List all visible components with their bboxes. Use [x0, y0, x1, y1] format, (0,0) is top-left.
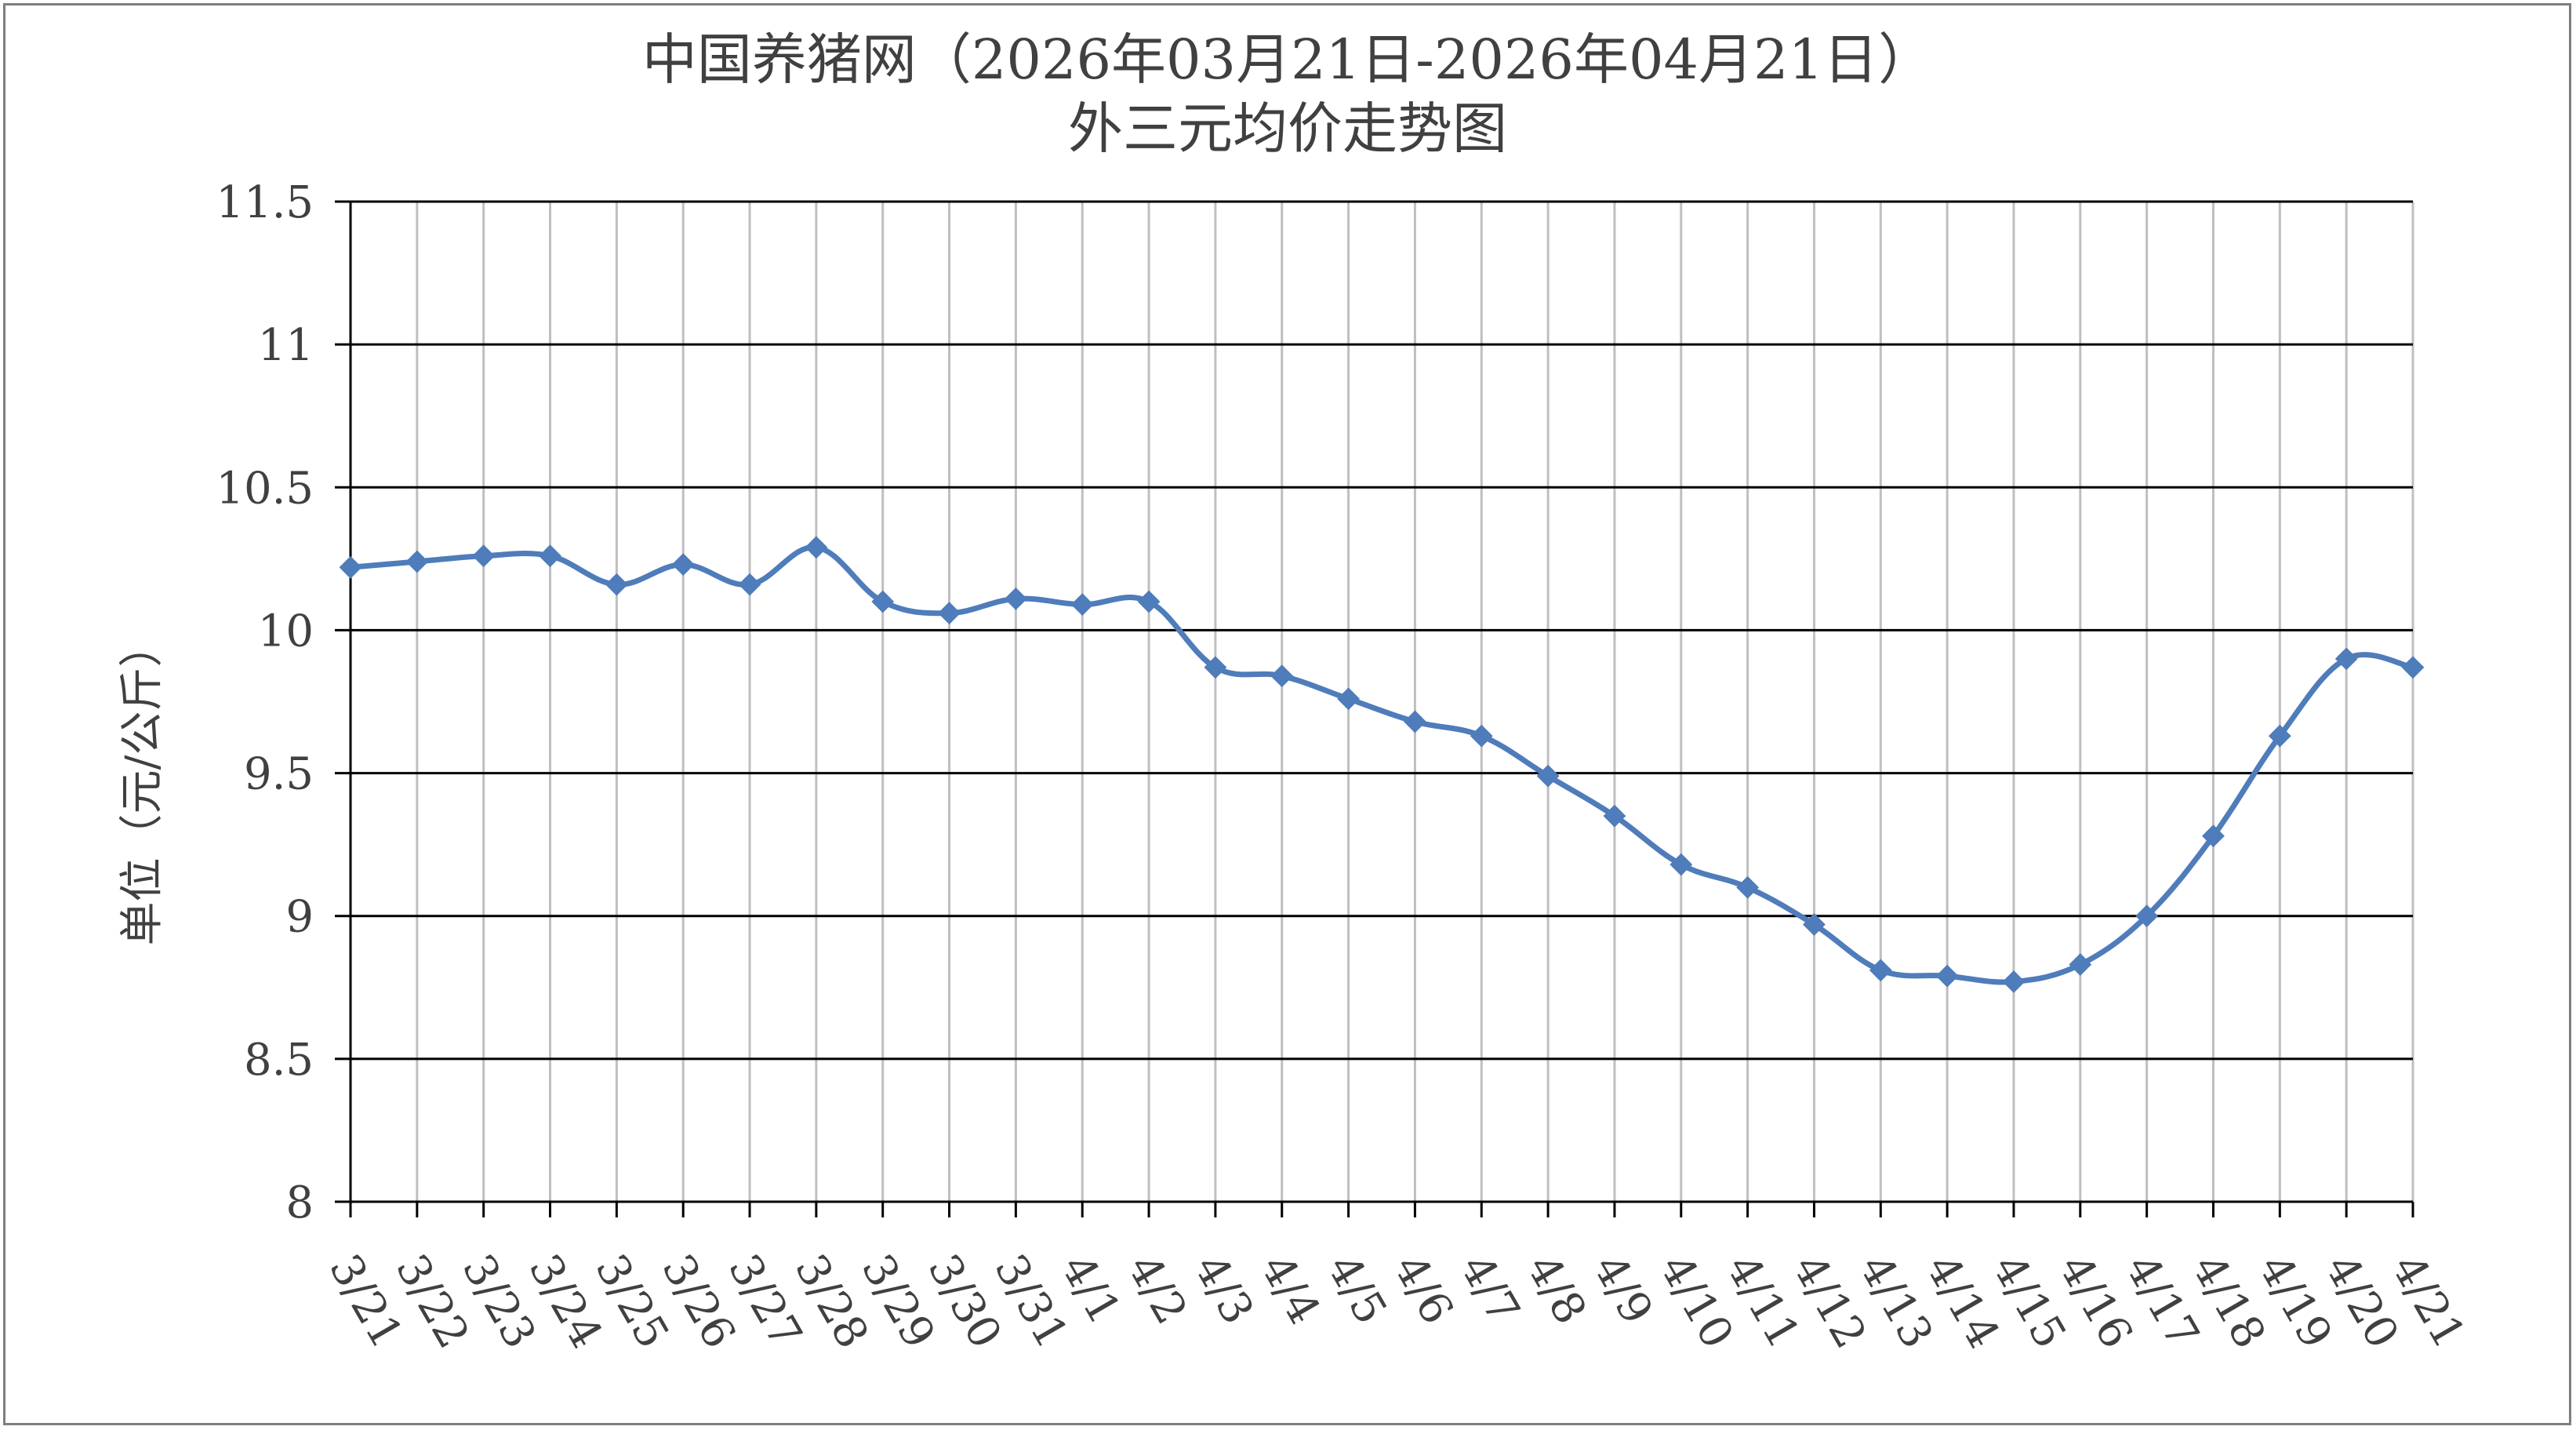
- chart-frame: [3, 3, 2571, 1425]
- x-tick-label: 4/8: [1517, 1246, 1596, 1334]
- data-point-marker: [1404, 710, 1426, 733]
- x-tick-label: 4/6: [1383, 1246, 1462, 1334]
- data-point-marker: [539, 544, 561, 568]
- axis-layer: [335, 200, 2414, 1217]
- x-tick-label: 4/17: [2116, 1246, 2209, 1357]
- series-line: [347, 544, 2416, 985]
- x-tick-label: 4/4: [1251, 1246, 1330, 1334]
- y-tick-label: 10: [258, 606, 314, 657]
- x-tick-label: 4/10: [1650, 1246, 1743, 1357]
- x-tick-label: 3/25: [585, 1246, 678, 1357]
- x-tick-label: 4/21: [2382, 1246, 2475, 1357]
- data-point-marker: [1736, 875, 1760, 899]
- x-tick-label: 4/11: [1716, 1246, 1809, 1357]
- y-tick-label: 9.5: [244, 749, 314, 800]
- x-tick-label: 3/22: [386, 1246, 479, 1357]
- x-tick-label: 4/15: [1982, 1246, 2076, 1357]
- x-tick-label: 3/21: [319, 1246, 412, 1357]
- chart-title: 中国养猪网（2026年03月21日-2026年04月21日）: [642, 27, 1933, 92]
- data-point-marker: [1337, 687, 1360, 711]
- data-point-marker: [2002, 970, 2026, 993]
- data-point-marker: [2334, 647, 2358, 671]
- x-tick-label: 4/5: [1317, 1246, 1396, 1334]
- data-point-marker: [671, 553, 695, 577]
- y-tick-label: 8.5: [244, 1035, 314, 1086]
- data-point-marker: [1004, 587, 1027, 610]
- data-point-marker: [1869, 959, 1892, 982]
- data-point-marker: [2202, 824, 2225, 848]
- data-point-marker: [2401, 656, 2425, 679]
- data-point-marker: [1204, 656, 1227, 679]
- data-point-marker: [2069, 953, 2092, 977]
- x-tick-label: 4/12: [1782, 1246, 1876, 1357]
- data-point-marker: [871, 590, 895, 613]
- data-point-marker: [1935, 964, 1959, 988]
- data-point-marker: [938, 602, 961, 624]
- y-axis-title: 单位（元/公斤）: [117, 624, 168, 946]
- x-tick-labels: 3/213/223/233/243/253/263/273/283/293/30…: [319, 1246, 2475, 1357]
- y-tick-label: 11.5: [216, 177, 314, 228]
- data-point-marker: [472, 544, 496, 568]
- y-tick-label: 10.5: [216, 463, 314, 514]
- data-point-marker: [1470, 724, 1493, 748]
- y-tick-label: 11: [258, 320, 314, 371]
- data-point-marker: [2135, 904, 2159, 928]
- x-tick-label: 4/9: [1583, 1246, 1662, 1334]
- x-tick-label: 4/13: [1849, 1246, 1942, 1357]
- x-tick-label: 4/3: [1184, 1246, 1263, 1334]
- data-point-marker: [339, 555, 362, 579]
- data-point-marker: [2268, 724, 2291, 748]
- data-point-marker: [805, 536, 828, 559]
- x-tick-label: 4/19: [2248, 1246, 2342, 1357]
- data-point-marker: [1536, 764, 1560, 788]
- x-tick-label: 4/20: [2315, 1246, 2408, 1357]
- x-tick-label: 3/30: [917, 1246, 1011, 1357]
- x-tick-label: 4/18: [2182, 1246, 2275, 1357]
- chart-subtitle: 外三元均价走势图: [1068, 96, 1507, 161]
- y-tick-label: 8: [285, 1177, 314, 1228]
- data-point-marker: [405, 550, 429, 573]
- x-tick-label: 3/28: [785, 1246, 878, 1357]
- y-tick-label: 9: [285, 892, 314, 943]
- data-point-marker: [1669, 853, 1693, 876]
- data-point-marker: [1270, 664, 1294, 688]
- x-tick-label: 3/24: [518, 1246, 612, 1357]
- data-point-marker: [605, 573, 628, 596]
- data-point-marker: [1803, 913, 1826, 937]
- data-point-marker: [1603, 804, 1626, 828]
- x-tick-label: 3/26: [652, 1246, 745, 1357]
- x-tick-label: 4/14: [1916, 1246, 2009, 1357]
- x-tick-label: 3/23: [452, 1246, 546, 1357]
- grid-layer: [351, 200, 2414, 1202]
- data-point-marker: [1070, 593, 1094, 617]
- x-tick-label: 4/2: [1117, 1246, 1197, 1334]
- x-tick-label: 3/27: [718, 1246, 812, 1357]
- x-tick-label: 4/16: [2049, 1246, 2142, 1357]
- series-layer: [339, 536, 2425, 993]
- y-tick-labels: 8 8.5 9 9.5 10 10.5 11 11.5: [216, 177, 314, 1228]
- x-tick-label: 3/29: [852, 1246, 945, 1357]
- x-tick-label: 3/31: [984, 1246, 1077, 1357]
- x-tick-label: 4/7: [1450, 1246, 1529, 1334]
- data-point-marker: [1137, 590, 1161, 613]
- data-point-marker: [738, 573, 761, 596]
